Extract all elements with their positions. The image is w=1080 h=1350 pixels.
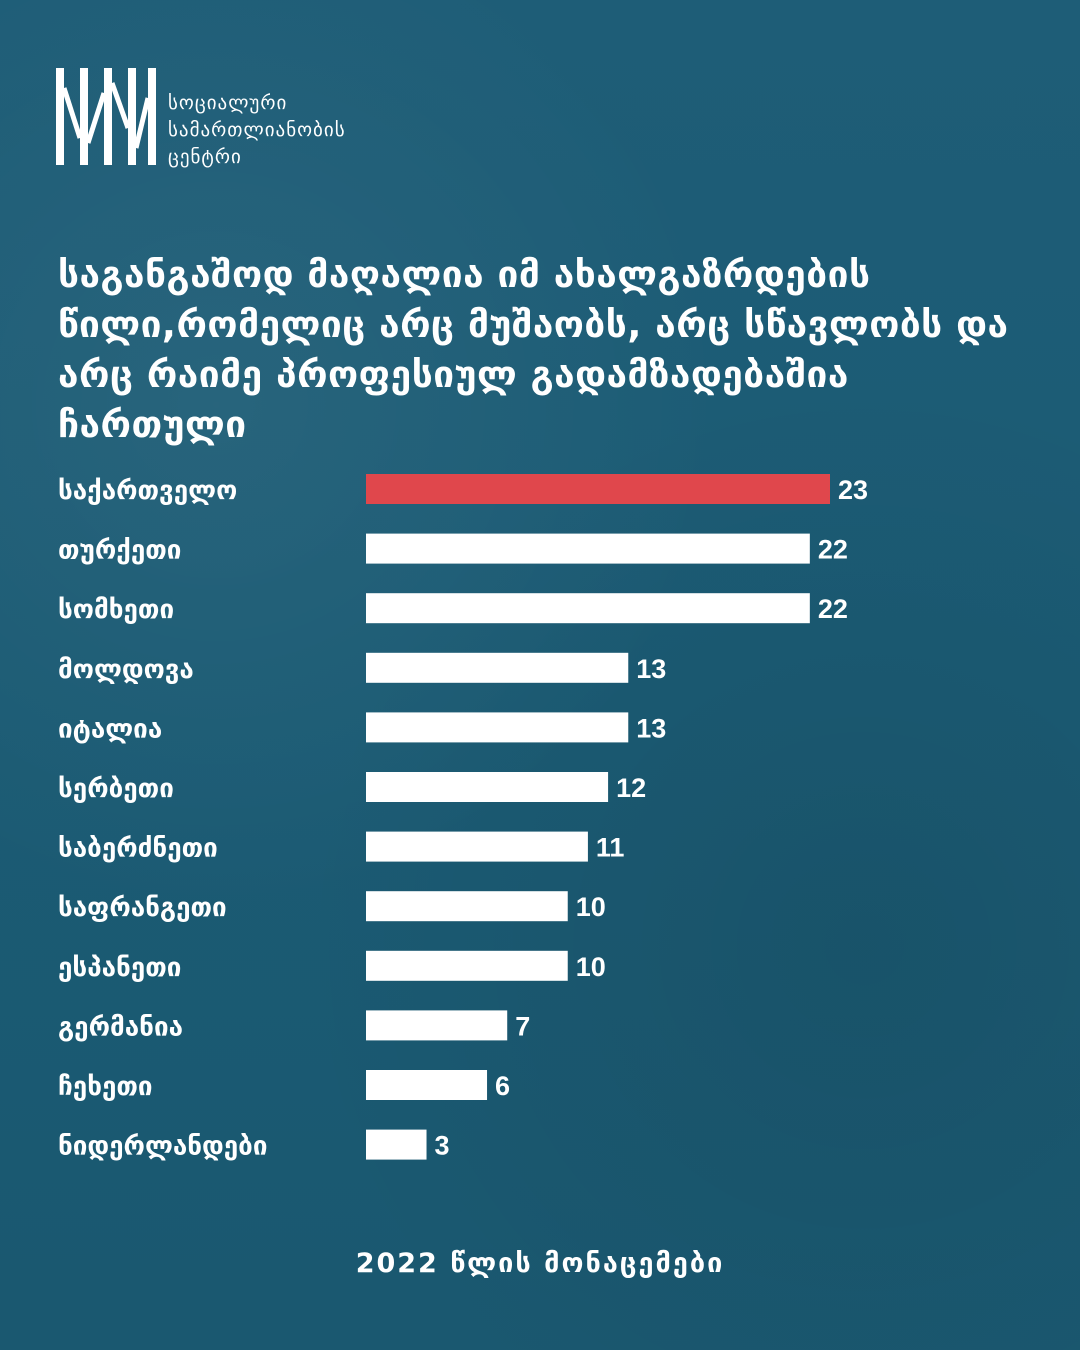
category-label: სერბეთი <box>58 774 174 804</box>
organization-name-line-2: სამართლიანობის <box>168 119 346 141</box>
organization-name-line-1: სოციალური <box>168 92 288 114</box>
organization-logo <box>56 68 156 165</box>
value-label: 22 <box>818 594 848 624</box>
bar <box>366 1070 488 1100</box>
value-label: 23 <box>838 475 868 505</box>
value-label: 7 <box>515 1011 530 1041</box>
organization-name-line-3: ცენტრი <box>168 146 242 168</box>
data-year-caption: 2022 წლის მონაცემები <box>355 1248 725 1279</box>
bar <box>366 533 810 564</box>
category-label: ნიდერლანდები <box>58 1132 267 1162</box>
value-label: 6 <box>495 1071 510 1101</box>
bar <box>366 1010 508 1041</box>
value-label: 11 <box>596 833 625 863</box>
category-label: თურქეთი <box>58 536 181 566</box>
category-label: ესპანეთი <box>58 953 181 983</box>
value-label: 10 <box>576 892 606 922</box>
chart-title: საგანგაშოდ მაღალია იმ ახალგაზრდების წილი… <box>58 253 1009 446</box>
bar <box>366 891 568 922</box>
bar <box>366 593 810 624</box>
category-label: სომხეთი <box>58 595 174 625</box>
category-label: მოლდოვა <box>58 655 194 685</box>
organization-name: სოციალური სამართლიანობის ცენტრი <box>168 90 346 171</box>
value-label: 13 <box>636 654 666 684</box>
value-label: 10 <box>576 952 606 982</box>
bar <box>366 712 629 743</box>
category-label: საფრანგეთი <box>58 893 227 923</box>
bar <box>366 772 609 802</box>
value-label: 22 <box>818 535 848 565</box>
bar <box>366 652 629 683</box>
value-label: 12 <box>616 773 646 803</box>
category-label: ჩეხეთი <box>58 1072 153 1102</box>
bar <box>366 950 568 981</box>
bar <box>366 1129 427 1160</box>
value-label: 13 <box>636 713 666 743</box>
bar <box>366 831 588 862</box>
category-label: საქართველო <box>58 476 237 506</box>
category-label: იტალია <box>58 714 162 744</box>
category-label: გერმანია <box>58 1012 183 1042</box>
category-label: საბერძნეთი <box>58 834 218 864</box>
bar <box>366 474 830 504</box>
value-label: 3 <box>435 1131 450 1161</box>
